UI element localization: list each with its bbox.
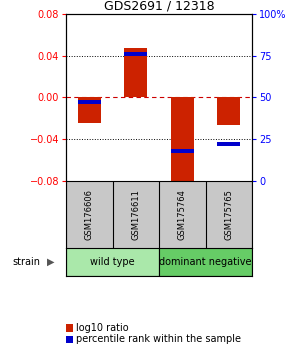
Bar — [159, 248, 252, 276]
Title: GDS2691 / 12318: GDS2691 / 12318 — [104, 0, 214, 13]
Text: GSM176606: GSM176606 — [85, 189, 94, 240]
Bar — [217, 97, 240, 125]
Bar — [78, 97, 101, 123]
Text: GSM175764: GSM175764 — [178, 189, 187, 240]
Text: log10 ratio: log10 ratio — [76, 323, 128, 333]
Text: wild type: wild type — [90, 257, 135, 267]
Bar — [217, 142, 240, 146]
Bar — [124, 48, 147, 97]
Text: percentile rank within the sample: percentile rank within the sample — [76, 335, 241, 344]
Text: GSM175765: GSM175765 — [224, 189, 233, 240]
Text: GSM176611: GSM176611 — [131, 189, 140, 240]
Bar — [66, 248, 159, 276]
Text: dominant negative: dominant negative — [159, 257, 252, 267]
Bar — [171, 149, 194, 153]
Bar — [78, 100, 101, 104]
Text: strain: strain — [12, 257, 40, 267]
Text: ▶: ▶ — [47, 257, 55, 267]
Bar — [124, 52, 147, 56]
Bar — [171, 97, 194, 186]
